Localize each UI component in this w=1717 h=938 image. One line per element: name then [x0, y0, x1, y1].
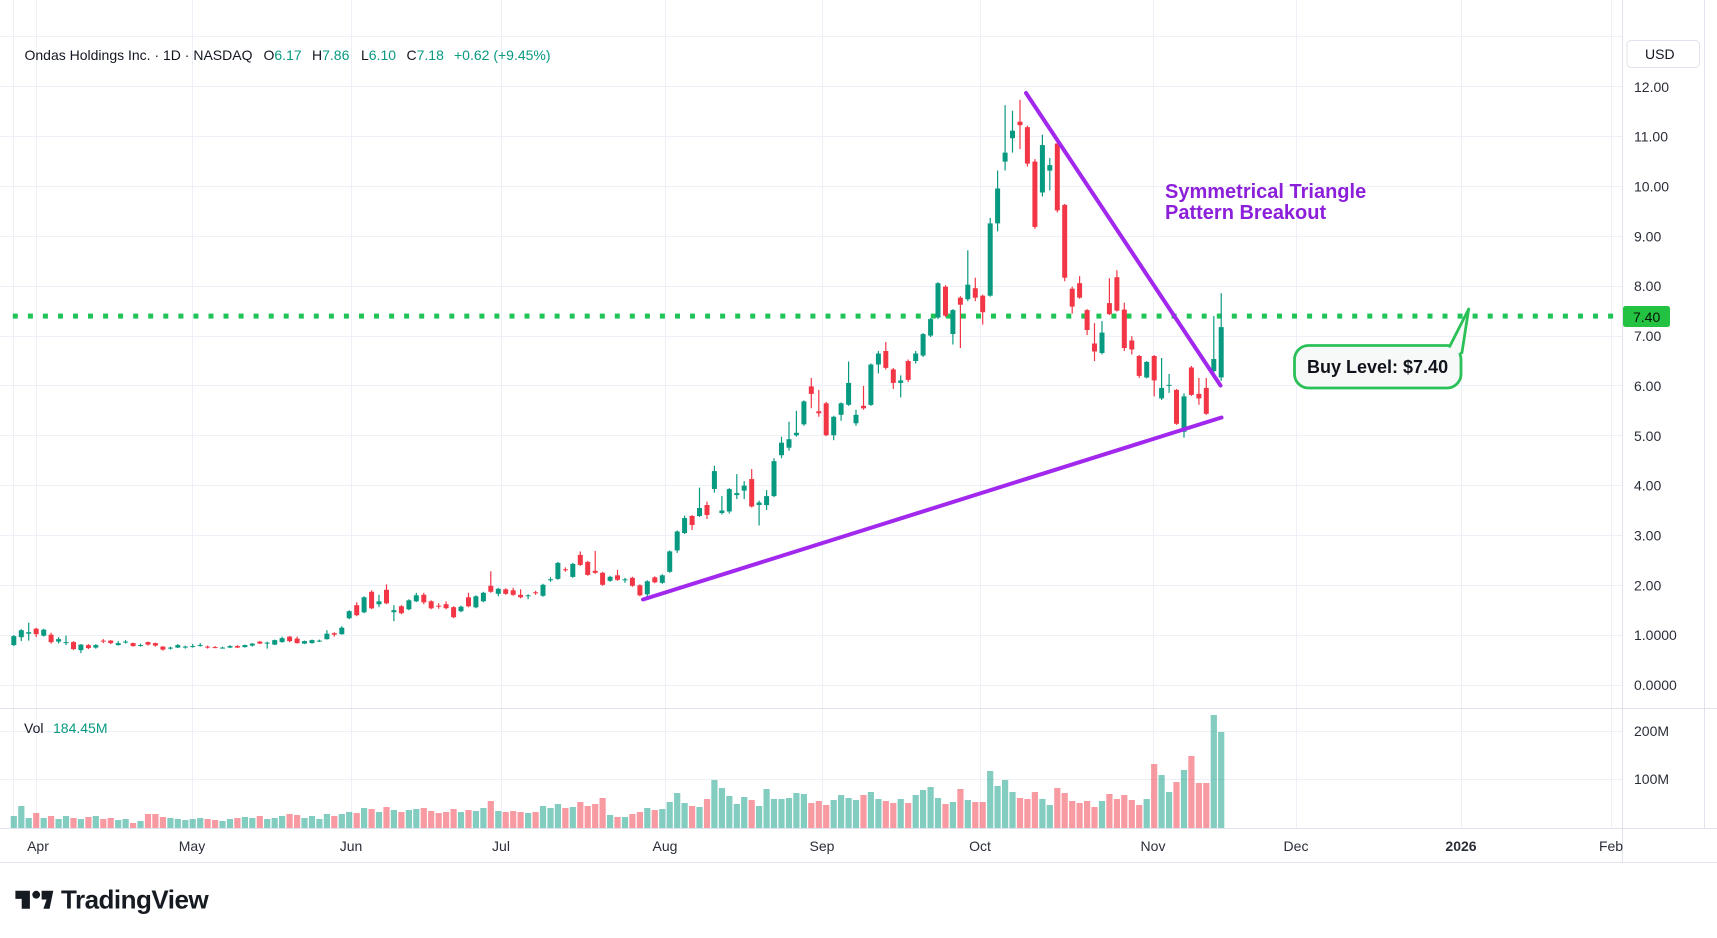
- svg-text:C7.18: C7.18: [407, 47, 445, 63]
- svg-text:0.0000: 0.0000: [1634, 677, 1677, 693]
- svg-text:7.40: 7.40: [1633, 309, 1660, 325]
- svg-text:5.00: 5.00: [1634, 428, 1661, 444]
- svg-text:3.00: 3.00: [1634, 528, 1661, 544]
- svg-text:200M: 200M: [1634, 723, 1669, 739]
- svg-text:184.45M: 184.45M: [53, 720, 107, 736]
- svg-text:12.00: 12.00: [1634, 79, 1669, 95]
- svg-text:8.00: 8.00: [1634, 278, 1661, 294]
- svg-text:100M: 100M: [1634, 771, 1669, 787]
- svg-text:Buy Level: $7.40: Buy Level: $7.40: [1307, 357, 1448, 377]
- svg-text:Pattern Breakout: Pattern Breakout: [1165, 202, 1326, 224]
- svg-text:L6.10: L6.10: [361, 47, 396, 63]
- svg-text:Symmetrical Triangle: Symmetrical Triangle: [1165, 181, 1366, 203]
- svg-text:O6.17: O6.17: [264, 47, 302, 63]
- svg-text:Jun: Jun: [340, 838, 363, 854]
- svg-text:Sep: Sep: [810, 838, 835, 854]
- svg-text:Vol: Vol: [24, 720, 43, 736]
- svg-text:9.00: 9.00: [1634, 228, 1661, 244]
- svg-text:Jul: Jul: [492, 838, 510, 854]
- svg-text:Nov: Nov: [1141, 838, 1166, 854]
- svg-text:11.00: 11.00: [1634, 129, 1668, 145]
- svg-text:H7.86: H7.86: [312, 47, 350, 63]
- svg-text:USD: USD: [1645, 46, 1675, 62]
- svg-text:Dec: Dec: [1284, 838, 1309, 854]
- svg-text:2026: 2026: [1445, 838, 1476, 854]
- svg-text:Aug: Aug: [653, 838, 678, 854]
- svg-text:10.00: 10.00: [1634, 179, 1669, 195]
- svg-text:May: May: [179, 838, 205, 854]
- svg-text:4.00: 4.00: [1634, 478, 1661, 494]
- svg-text:6.00: 6.00: [1634, 378, 1661, 394]
- svg-text:+0.62 (+9.45%): +0.62 (+9.45%): [454, 47, 551, 63]
- svg-text:Oct: Oct: [969, 838, 991, 854]
- svg-text:Apr: Apr: [27, 838, 49, 854]
- svg-text:TradingView: TradingView: [61, 885, 209, 915]
- svg-text:7.00: 7.00: [1634, 328, 1661, 344]
- svg-text:2.00: 2.00: [1634, 577, 1661, 593]
- svg-text:Feb: Feb: [1599, 838, 1623, 854]
- svg-text:Ondas Holdings Inc. · 1D · NAS: Ondas Holdings Inc. · 1D · NASDAQ: [25, 47, 253, 63]
- svg-text:1.0000: 1.0000: [1634, 627, 1677, 643]
